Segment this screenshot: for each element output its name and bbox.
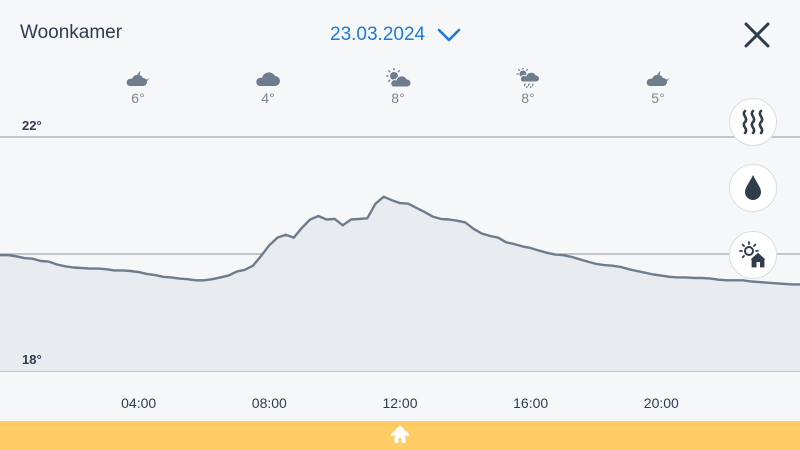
x-tick-label: 08:00: [252, 395, 287, 411]
forecast-temp: 8°: [521, 90, 535, 106]
sun-house-button[interactable]: [729, 231, 777, 279]
footer-bar: [0, 421, 800, 450]
temperature-chart: 22° 18° 04:00 08:00 12:00 16:00 20:00: [0, 118, 800, 411]
y-tick-label: 18°: [22, 352, 42, 367]
home-icon[interactable]: [390, 425, 410, 445]
sun-cloud-rain-icon: [516, 68, 540, 88]
humidity-button[interactable]: [729, 164, 777, 212]
x-axis-labels: 04:00 08:00 12:00 16:00 20:00: [121, 395, 679, 411]
x-tick-label: 16:00: [513, 395, 548, 411]
x-tick-label: 12:00: [382, 395, 417, 411]
forecast-temp: 6°: [131, 90, 145, 106]
heating-button[interactable]: [729, 98, 777, 146]
forecast-item: 5°: [628, 68, 688, 106]
date-selector[interactable]: 23.03.2024: [330, 22, 461, 48]
sun-cloud-icon: [385, 68, 412, 88]
humidity-drop-icon: [745, 175, 761, 200]
temperature-area: [0, 196, 800, 371]
header-bar: Woonkamer 23.03.2024: [0, 0, 800, 68]
forecast-temp: 8°: [391, 90, 405, 106]
cloud-icon: [256, 72, 280, 86]
forecast-temp: 5°: [651, 90, 665, 106]
forecast-item: 8°: [498, 68, 558, 106]
chevron-down-icon: [437, 28, 461, 42]
cloud-moon-icon: [646, 71, 669, 86]
forecast-temp: 4°: [261, 90, 275, 106]
y-tick-label: 22°: [22, 118, 42, 133]
temperature-line: [0, 195, 800, 286]
heating-icon: [742, 109, 764, 135]
date-label: 23.03.2024: [330, 24, 426, 45]
forecast-item: 6°: [108, 68, 168, 106]
forecast-item: 8°: [368, 68, 428, 106]
room-title: Woonkamer: [20, 22, 123, 43]
forecast-item: 4°: [238, 68, 298, 106]
close-icon[interactable]: [740, 18, 774, 52]
sun-house-icon: [739, 241, 768, 269]
cloud-moon-icon: [126, 71, 149, 86]
x-tick-label: 20:00: [644, 395, 679, 411]
x-tick-label: 04:00: [121, 395, 156, 411]
